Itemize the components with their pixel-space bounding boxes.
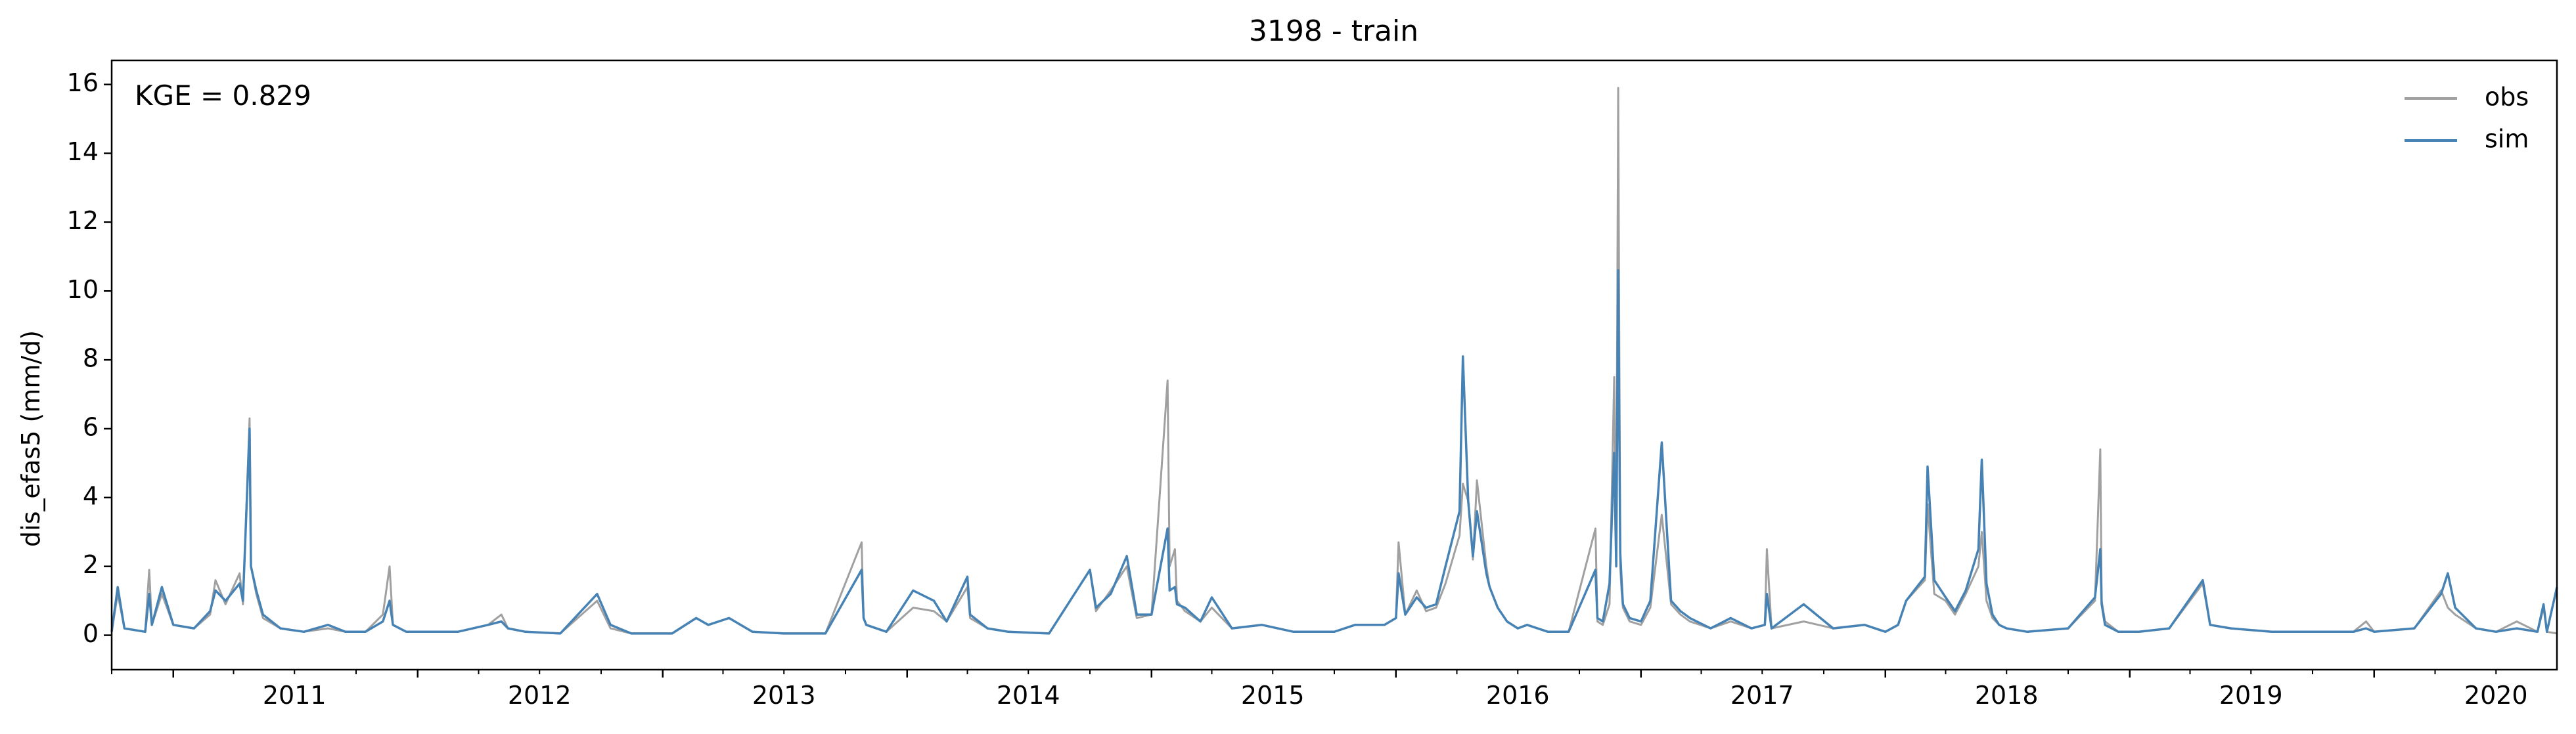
y-axis-label: dis_efas5 (mm/d): [16, 330, 45, 547]
series-layer: [110, 87, 2558, 635]
x-tick-label: 2020: [2464, 681, 2528, 710]
x-tick-label: 2013: [752, 681, 816, 710]
x-tick-label: 2019: [2219, 681, 2283, 710]
kge-annotation: KGE = 0.829: [135, 79, 311, 112]
y-tick-label: 14: [67, 137, 99, 166]
y-tick-label: 6: [83, 412, 99, 441]
legend: obs sim: [2405, 83, 2529, 154]
x-tick-label: 2015: [1241, 681, 1305, 710]
x-tick-label: 2016: [1486, 681, 1550, 710]
legend-label-obs: obs: [2485, 83, 2529, 112]
legend-label-sim: sim: [2485, 125, 2529, 154]
y-tick-label: 10: [67, 275, 99, 304]
x-axis: 2011 2012 2013 2014 2015 2016 2017 2018 2019 2020: [111, 670, 2528, 710]
y-tick-label: 4: [83, 481, 99, 510]
chart-title: 3198 - train: [1249, 14, 1418, 48]
x-tick-label: 2017: [1730, 681, 1794, 710]
y-tick-label: 0: [83, 619, 99, 648]
plot-frame: [110, 59, 2558, 671]
y-tick-label: 2: [83, 550, 99, 579]
y-tick-label: 8: [83, 344, 99, 373]
y-axis: 0 2 4 6 8 10 12 14 16: [67, 68, 112, 648]
x-tick-label: 2018: [1975, 681, 2039, 710]
series-line-sim: [110, 269, 2558, 635]
x-tick-label: 2011: [263, 681, 327, 710]
x-tick-label: 2014: [997, 681, 1060, 710]
y-tick-label: 16: [67, 68, 99, 97]
y-tick-label: 12: [67, 206, 99, 235]
x-tick-label: 2012: [508, 681, 572, 710]
